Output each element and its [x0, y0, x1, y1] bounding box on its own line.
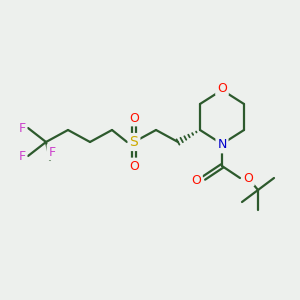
Text: F: F — [48, 146, 56, 158]
Text: N: N — [217, 139, 227, 152]
Text: O: O — [129, 112, 139, 124]
Text: O: O — [129, 160, 139, 172]
Text: S: S — [130, 135, 138, 149]
Text: F: F — [18, 149, 26, 163]
Text: O: O — [191, 173, 201, 187]
Text: O: O — [243, 172, 253, 184]
Text: O: O — [217, 82, 227, 94]
Text: F: F — [18, 122, 26, 134]
